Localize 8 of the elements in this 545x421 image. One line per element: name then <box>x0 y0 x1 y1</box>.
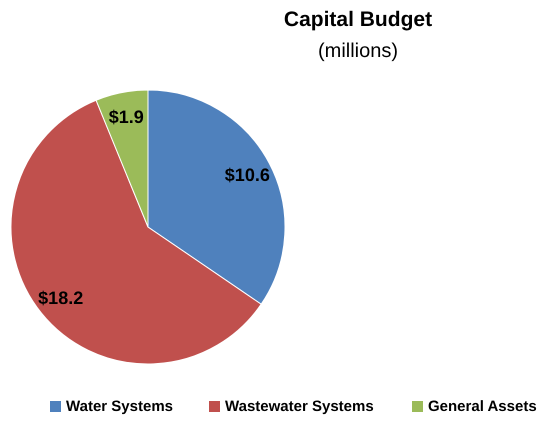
chart-title: Capital Budget <box>284 8 432 31</box>
legend-label: General Assets <box>428 398 537 415</box>
chart-subtitle: (millions) <box>318 40 398 62</box>
data-label: $18.2 <box>38 288 84 308</box>
data-label: $1.9 <box>108 107 144 128</box>
legend-label: Wastewater Systems <box>225 398 374 415</box>
legend-label: Water Systems <box>66 398 173 415</box>
data-label: $10.6 <box>224 164 270 185</box>
